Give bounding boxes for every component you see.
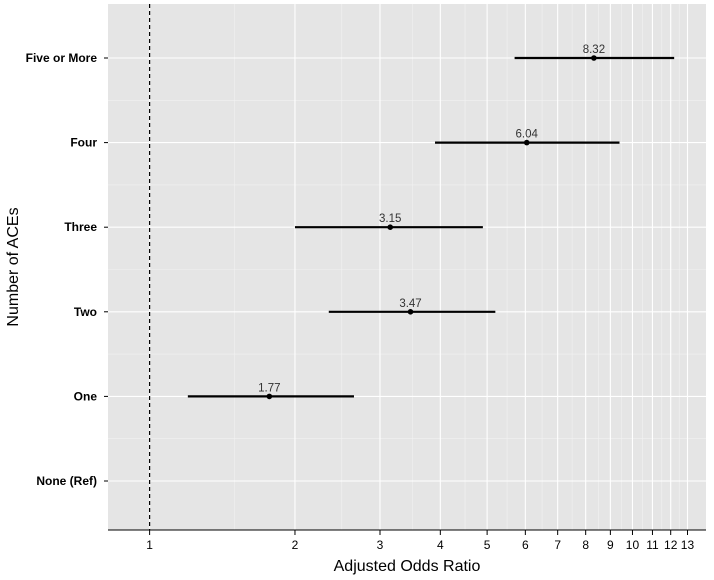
estimate-label: 3.47 [399, 298, 421, 310]
y-category-label: None (Ref) [36, 474, 97, 488]
x-tick-label: 7 [554, 538, 561, 552]
x-tick-label: 10 [626, 538, 640, 552]
estimate-point [266, 393, 273, 400]
estimate-label: 8.32 [583, 44, 605, 56]
x-axis-ticks: 1 2 3 4 5 6 7 8 9 10 11 12 13 [146, 530, 694, 552]
estimate-point [591, 55, 597, 61]
x-tick-label: 6 [522, 538, 529, 552]
y-category-label: Three [64, 220, 97, 234]
estimate-label: 1.77 [258, 382, 280, 394]
estimate-point [387, 224, 394, 230]
x-tick-label: 3 [377, 538, 384, 552]
x-tick-label: 5 [484, 538, 491, 552]
y-axis-title: Number of ACEs [5, 207, 22, 326]
x-tick-label: 4 [437, 538, 444, 552]
minor-gridlines [108, 4, 706, 530]
estimate-label: 6.04 [516, 129, 539, 141]
x-tick-label: 2 [292, 538, 299, 552]
x-tick-label: 1 [146, 538, 153, 552]
y-category-label: Five or More [26, 51, 98, 65]
x-tick-label: 8 [582, 538, 589, 552]
estimate-label: 3.15 [379, 213, 401, 225]
x-tick-label: 11 [646, 538, 659, 552]
x-tick-label: 12 [664, 538, 678, 552]
x-tick-label: 13 [681, 538, 695, 552]
plot-panel [108, 4, 706, 530]
data-marks: 8.32 6.04 3.15 3.47 1.77 [187, 44, 675, 400]
y-axis-categories: Five or More Four Three Two One None (Ref) [26, 51, 108, 488]
x-tick-label: 9 [607, 538, 614, 552]
y-category-label: One [74, 389, 98, 403]
x-axis-title: Adjusted Odds Ratio [334, 558, 481, 575]
estimate-point [523, 139, 530, 146]
y-category-label: Four [70, 136, 97, 150]
y-category-label: Two [74, 305, 97, 319]
estimate-point [407, 309, 414, 315]
